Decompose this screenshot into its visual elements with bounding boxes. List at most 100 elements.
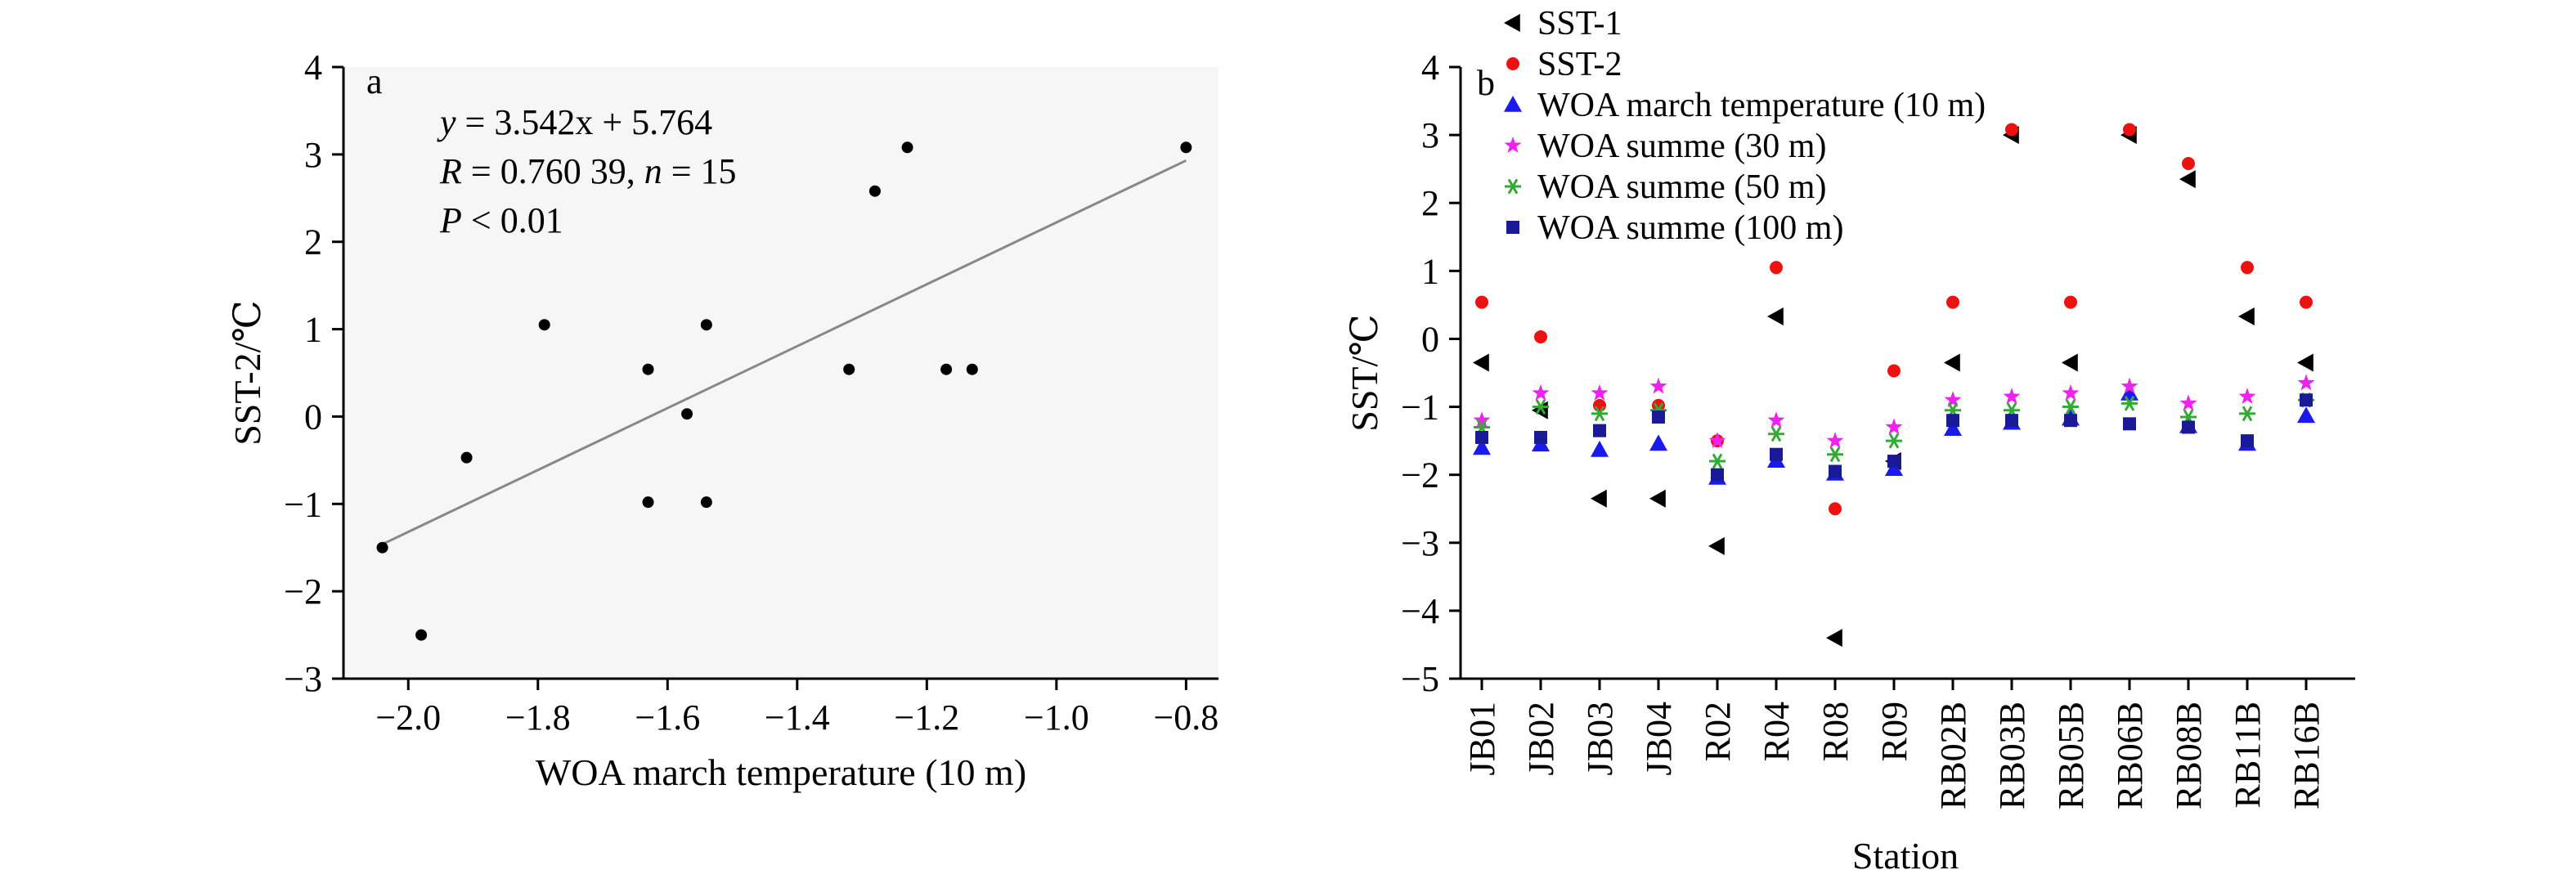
panel-b-station-label: R09 <box>1874 702 1914 761</box>
panel-b-y-tick-label: 2 <box>1421 183 1439 223</box>
panel-b-legend-label: WOA summe (50 m) <box>1537 168 1826 206</box>
panel-a-data-point <box>940 363 953 375</box>
panel-b-point-sst-2 <box>2241 261 2254 275</box>
panel-b-station-label: RB11B <box>2228 702 2268 808</box>
panel-b-point-woa-summe-100-m <box>2182 420 2195 434</box>
panel-b-point-woa-summe-30-m <box>1767 411 1785 428</box>
panel-a-y-tick-label: 4 <box>304 47 322 87</box>
panel-a-tag: a <box>366 61 383 101</box>
panel-a-data-point <box>642 496 654 509</box>
panel-b-point-woa-summe-100-m <box>1593 424 1606 437</box>
panel-b-point-woa-march-temperature-10-m <box>1885 460 1903 476</box>
panel-b-legend-marker-woa-summe-100-m <box>1506 221 1519 234</box>
panel-b-point-sst-1 <box>1649 489 1666 508</box>
panel-a-x-tick-label: −1.0 <box>1024 697 1089 738</box>
panel-a-data-point <box>376 541 388 554</box>
panel-b-point-sst-1 <box>1591 489 1607 508</box>
panel-a-plot-background <box>343 67 1218 679</box>
panel-a-x-tick-label: −0.8 <box>1153 697 1218 738</box>
panel-b-station-label: R08 <box>1815 702 1856 761</box>
panel-a-data-point <box>868 185 881 197</box>
panel-b-point-woa-summe-100-m <box>1946 414 1959 428</box>
panel-b-point-sst-2 <box>1593 398 1606 412</box>
panel-b-station-label: RB16B <box>2287 702 2327 810</box>
panel-b-y-tick-label: −5 <box>1401 659 1439 699</box>
panel-b-point-sst-2 <box>2005 123 2018 137</box>
panel-a-data-point <box>642 363 654 375</box>
panel-a-x-tick-label: −2.0 <box>375 697 441 738</box>
panel-b-point-woa-summe-100-m <box>1887 455 1901 469</box>
panel-a-data-point <box>901 141 913 154</box>
panel-b-point-woa-summe-30-m <box>1708 432 1726 448</box>
panel-b-point-woa-summe-30-m <box>2238 388 2256 404</box>
panel-a-fit-line-group <box>381 159 1187 545</box>
panel-b-point-woa-summe-50-m <box>1591 406 1608 422</box>
panel-b-y-tick-label: 3 <box>1421 115 1439 155</box>
panel-b-y-tick-label: −4 <box>1401 591 1439 631</box>
panel-b-point-sst-2 <box>1946 295 1959 309</box>
panel-b-point-woa-summe-100-m <box>2300 393 2313 407</box>
panel-b-legend-label: WOA summe (100 m) <box>1537 209 1843 247</box>
panel-b-points <box>1473 123 2315 648</box>
panel-b-legend-label: SST-1 <box>1537 5 1622 43</box>
panel-b-station-label: JB01 <box>1462 702 1502 775</box>
panel-b-point-woa-summe-100-m <box>1770 447 1783 461</box>
panel-b-point-woa-summe-50-m <box>1709 453 1726 469</box>
panel-b-y-tick-label: 1 <box>1421 251 1439 291</box>
panel-b-station-label: RB02B <box>1933 702 1973 810</box>
panel-b-point-woa-summe-50-m <box>2062 399 2079 415</box>
panel-b-point-woa-summe-100-m <box>1829 464 1842 478</box>
panel-b-point-woa-summe-100-m <box>1711 468 1724 482</box>
panel-a-ticks: −3 −2 −1 0 1 2 3 4 −2.0 −1.8 −1.6 −1.4 −1.2 −1.0 −0.8 <box>284 47 1218 738</box>
panel-b-point-woa-summe-30-m <box>1532 383 1550 401</box>
panel-b-point-sst-1 <box>2179 170 2196 189</box>
panel-a-data-point <box>538 319 550 331</box>
panel-a-p-value: P < 0.01 <box>439 200 563 240</box>
panel-b-point-woa-summe-30-m <box>1885 418 1903 435</box>
panel-b-station-label: R04 <box>1757 702 1797 761</box>
panel-b-point-sst-2 <box>1829 502 1842 516</box>
panel-b-point-sst-1 <box>1767 307 1784 326</box>
panel-b-station-label: JB04 <box>1639 702 1679 775</box>
panel-a-y-tick-label: 3 <box>304 135 322 175</box>
panel-b-point-woa-summe-30-m <box>2179 394 2197 411</box>
panel-a-y-tick-label: 1 <box>304 310 322 350</box>
panel-b-point-woa-march-temperature-10-m <box>1591 440 1609 457</box>
panel-b-point-woa-summe-100-m <box>1475 430 1488 444</box>
panel-b-legend-label: WOA summe (30 m) <box>1537 128 1826 165</box>
panel-b-point-woa-summe-30-m <box>1944 391 1962 408</box>
panel-b-legend-marker-woa-summe-30-m <box>1504 137 1522 153</box>
panel-a-data-point <box>700 496 712 509</box>
panel-a-data-point <box>966 363 978 375</box>
panel-b-axes <box>1459 67 2355 680</box>
panel-b-point-woa-summe-30-m <box>2120 377 2138 394</box>
panel-b-point-sst-1 <box>1944 353 1960 372</box>
panel-b-point-sst-1 <box>1826 629 1842 648</box>
panel-a-y-tick-label: 2 <box>304 222 322 262</box>
panel-a-x-tick-label: −1.2 <box>894 697 959 738</box>
panel-a-data-point <box>460 451 473 464</box>
panel-b-point-woa-summe-30-m <box>2062 383 2080 401</box>
panel-b-point-sst-2 <box>1887 364 1901 378</box>
panel-a-x-tick-label: −1.6 <box>635 697 700 738</box>
panel-b-point-woa-summe-100-m <box>2241 434 2254 448</box>
panel-b-point-woa-summe-30-m <box>1473 411 1491 428</box>
panel-a-y-tick-label: −3 <box>284 659 322 699</box>
panel-a-x-tick-label: −1.8 <box>505 697 571 738</box>
panel-b-y-tick-label: 0 <box>1421 319 1439 359</box>
panel-a-y-tick-label: −2 <box>284 572 322 612</box>
panel-b-point-woa-summe-100-m <box>2123 417 2136 431</box>
panel-b-point-woa-summe-100-m <box>2005 414 2018 428</box>
panel-b-station-label: JB03 <box>1580 702 1620 775</box>
panel-b-point-woa-march-temperature-10-m <box>1473 438 1491 455</box>
panel-b-point-sst-1 <box>2238 307 2255 326</box>
panel-a-x-axis-title: WOA march temperature (10 m) <box>536 751 1026 793</box>
panel-b-point-woa-summe-100-m <box>2064 414 2077 428</box>
panel-b-point-woa-march-temperature-10-m <box>2120 383 2138 401</box>
panel-b-y-axis-title: SST/℃ <box>1344 314 1385 432</box>
panel-b-legend-marker-woa-summe-50-m <box>1505 178 1521 195</box>
panel-b-point-sst-2 <box>1770 261 1783 275</box>
